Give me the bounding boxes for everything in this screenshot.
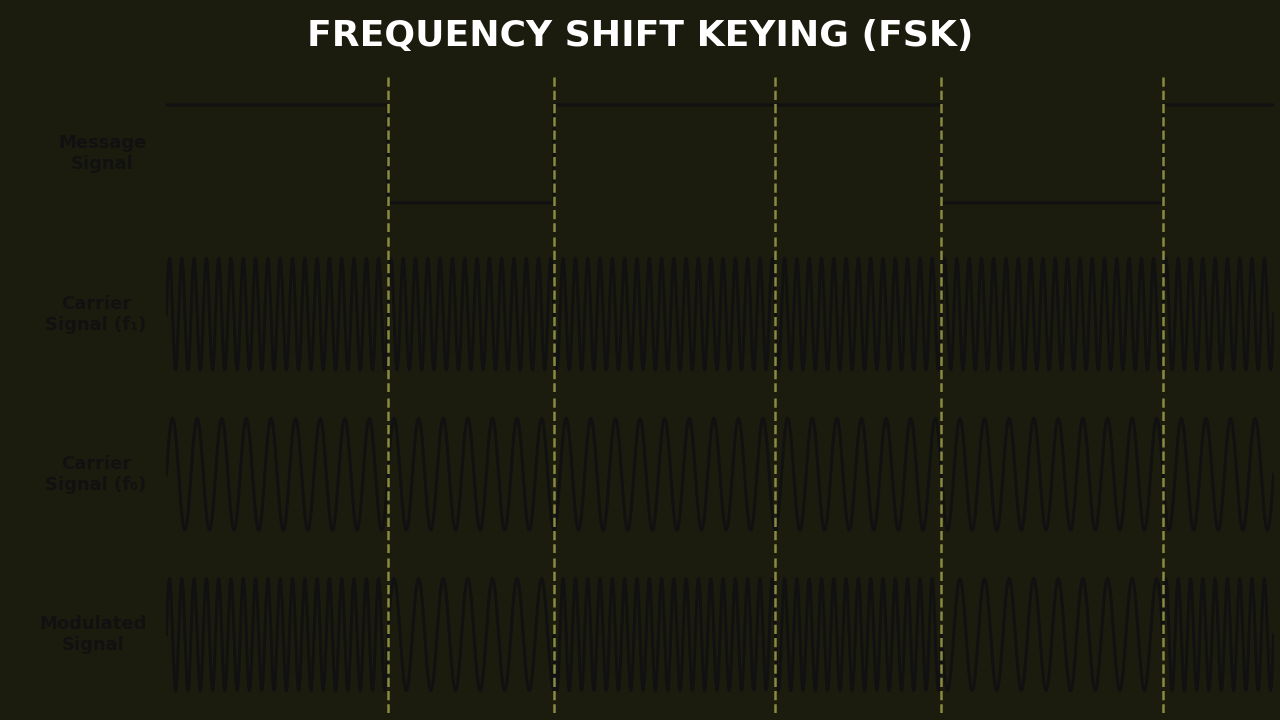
Text: Message
Signal: Message Signal bbox=[58, 135, 146, 174]
Text: Carrier
Signal (f₁): Carrier Signal (f₁) bbox=[45, 294, 146, 333]
Text: FREQUENCY SHIFT KEYING (FSK): FREQUENCY SHIFT KEYING (FSK) bbox=[307, 19, 973, 53]
Text: Carrier
Signal (f₀): Carrier Signal (f₀) bbox=[45, 455, 146, 494]
Text: Modulated
Signal: Modulated Signal bbox=[40, 615, 146, 654]
